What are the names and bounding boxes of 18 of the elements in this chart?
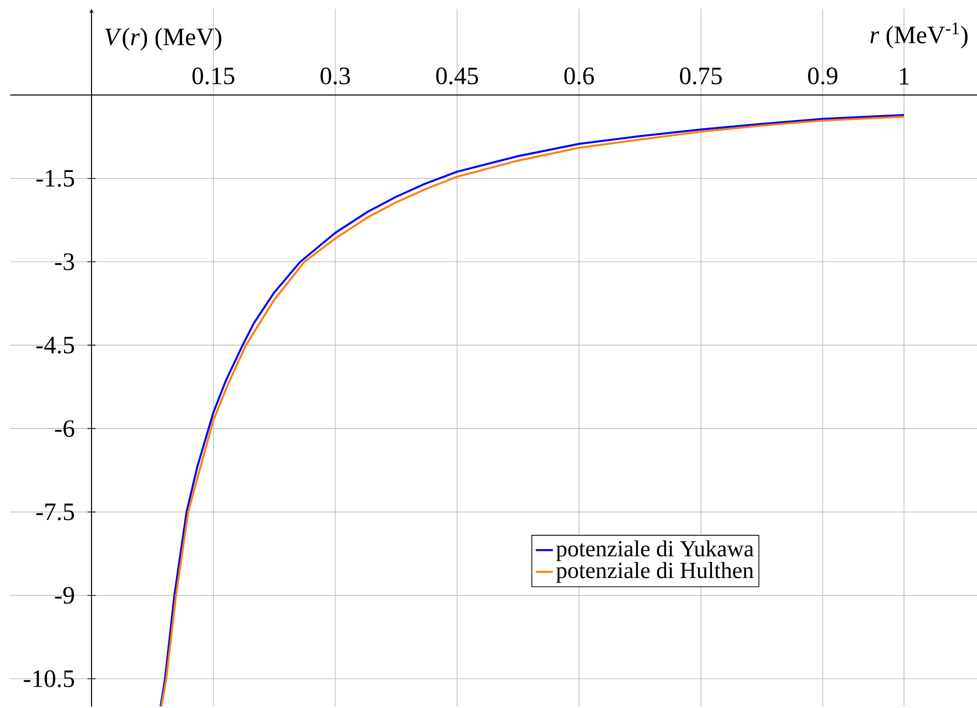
y-axis-title: V(r) (MeV) — [105, 28, 222, 50]
y-tick-label: -7.5 — [36, 504, 74, 520]
x-tick-label: 0.3 — [320, 67, 350, 84]
y-tick-label: -4.5 — [36, 336, 74, 354]
x-tick-label: 0.9 — [808, 67, 838, 84]
x-tick-label: 0.15 — [192, 67, 234, 84]
y-tick-label: -6 — [55, 420, 74, 437]
y-tick-label: -10.5 — [24, 670, 74, 688]
x-tick-label: 0.6 — [564, 67, 594, 84]
legend-label: potenziale di Hulthen — [556, 562, 754, 583]
y-tick-label: -9 — [55, 586, 74, 604]
legend-label: potenziale di Yukawa — [556, 540, 754, 562]
y-tick-label: -1.5 — [36, 170, 74, 187]
y-tick-label: -3 — [55, 253, 74, 270]
x-tick-label: 0.45 — [436, 67, 478, 84]
x-tick-label: 1 — [900, 68, 909, 84]
x-tick-label: 0.75 — [680, 67, 722, 84]
x-axis-title: r (MeV$^{-1}$) — [870, 22, 968, 48]
